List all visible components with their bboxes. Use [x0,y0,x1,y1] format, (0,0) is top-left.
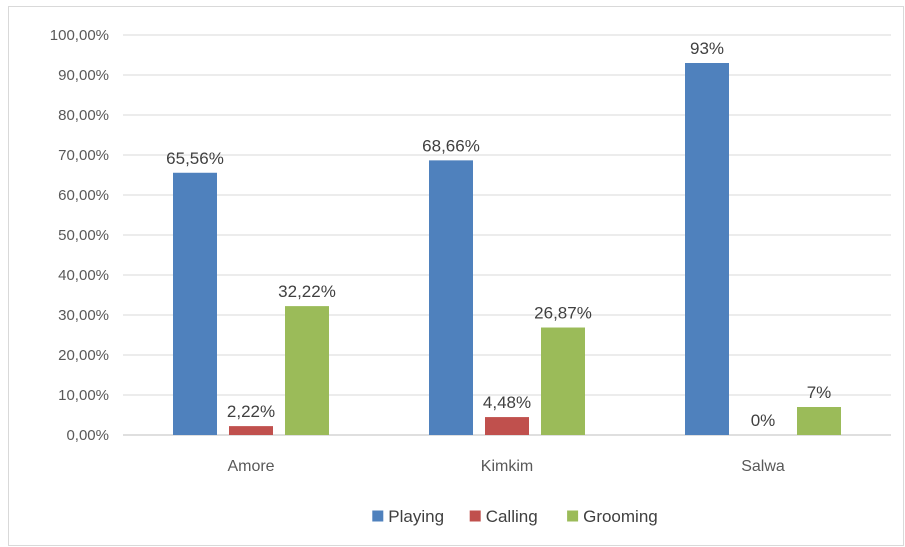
bar-grooming-amore [285,306,329,435]
data-label: 7% [807,383,832,402]
bar-calling-amore [229,426,273,435]
data-label: 32,22% [278,282,336,301]
legend-swatch-playing [372,510,384,522]
x-category-label: Kimkim [481,458,533,475]
legend-label-calling: Calling [486,507,538,526]
legend-label-playing: Playing [388,507,444,526]
bar-calling-kimkim [485,417,529,435]
bar-playing-amore [173,172,217,435]
data-label: 4,48% [483,393,531,412]
data-label: 93% [690,39,724,58]
bar-grooming-kimkim [541,327,585,435]
y-tick-label: 10,00% [58,387,109,404]
bar-grooming-salwa [797,407,841,435]
data-label: 0% [751,411,776,430]
bar-chart: 0,00% 10,00% 20,00% 30,00% 40,00% 50,00% 60,00… [50,27,891,526]
legend-label-grooming: Grooming [583,507,658,526]
legend-swatch-grooming [567,510,579,522]
x-category-label: Amore [227,458,274,475]
legend: Playing Calling Grooming [372,507,658,526]
y-tick-label: 0,00% [66,427,109,444]
data-labels: 65,56% 2,22% 32,22% 68,66% 4,48% 26,87% 93% 0% 7… [166,39,831,430]
y-tick-label: 70,00% [58,147,109,164]
legend-swatch-calling [469,510,481,522]
y-tick-label: 60,00% [58,187,109,204]
data-label: 68,66% [422,136,480,155]
data-label: 65,56% [166,149,224,168]
x-axis-categories: Amore Kimkim Salwa [227,458,784,475]
y-tick-label: 80,00% [58,107,109,124]
bar-playing-kimkim [429,160,473,436]
y-axis-ticks: 0,00% 10,00% 20,00% 30,00% 40,00% 50,00% 60,00… [50,27,109,444]
y-tick-label: 30,00% [58,307,109,324]
y-tick-label: 90,00% [58,67,109,84]
x-category-label: Salwa [741,458,785,475]
y-tick-label: 100,00% [50,27,109,44]
chart-frame: 0,00% 10,00% 20,00% 30,00% 40,00% 50,00% 60,00… [8,6,904,546]
data-label: 26,87% [534,304,592,323]
bar-playing-salwa [685,63,729,435]
bars [173,63,841,436]
gridlines [123,34,891,436]
y-tick-label: 50,00% [58,227,109,244]
y-tick-label: 20,00% [58,347,109,364]
y-tick-label: 40,00% [58,267,109,284]
data-label: 2,22% [227,402,275,421]
